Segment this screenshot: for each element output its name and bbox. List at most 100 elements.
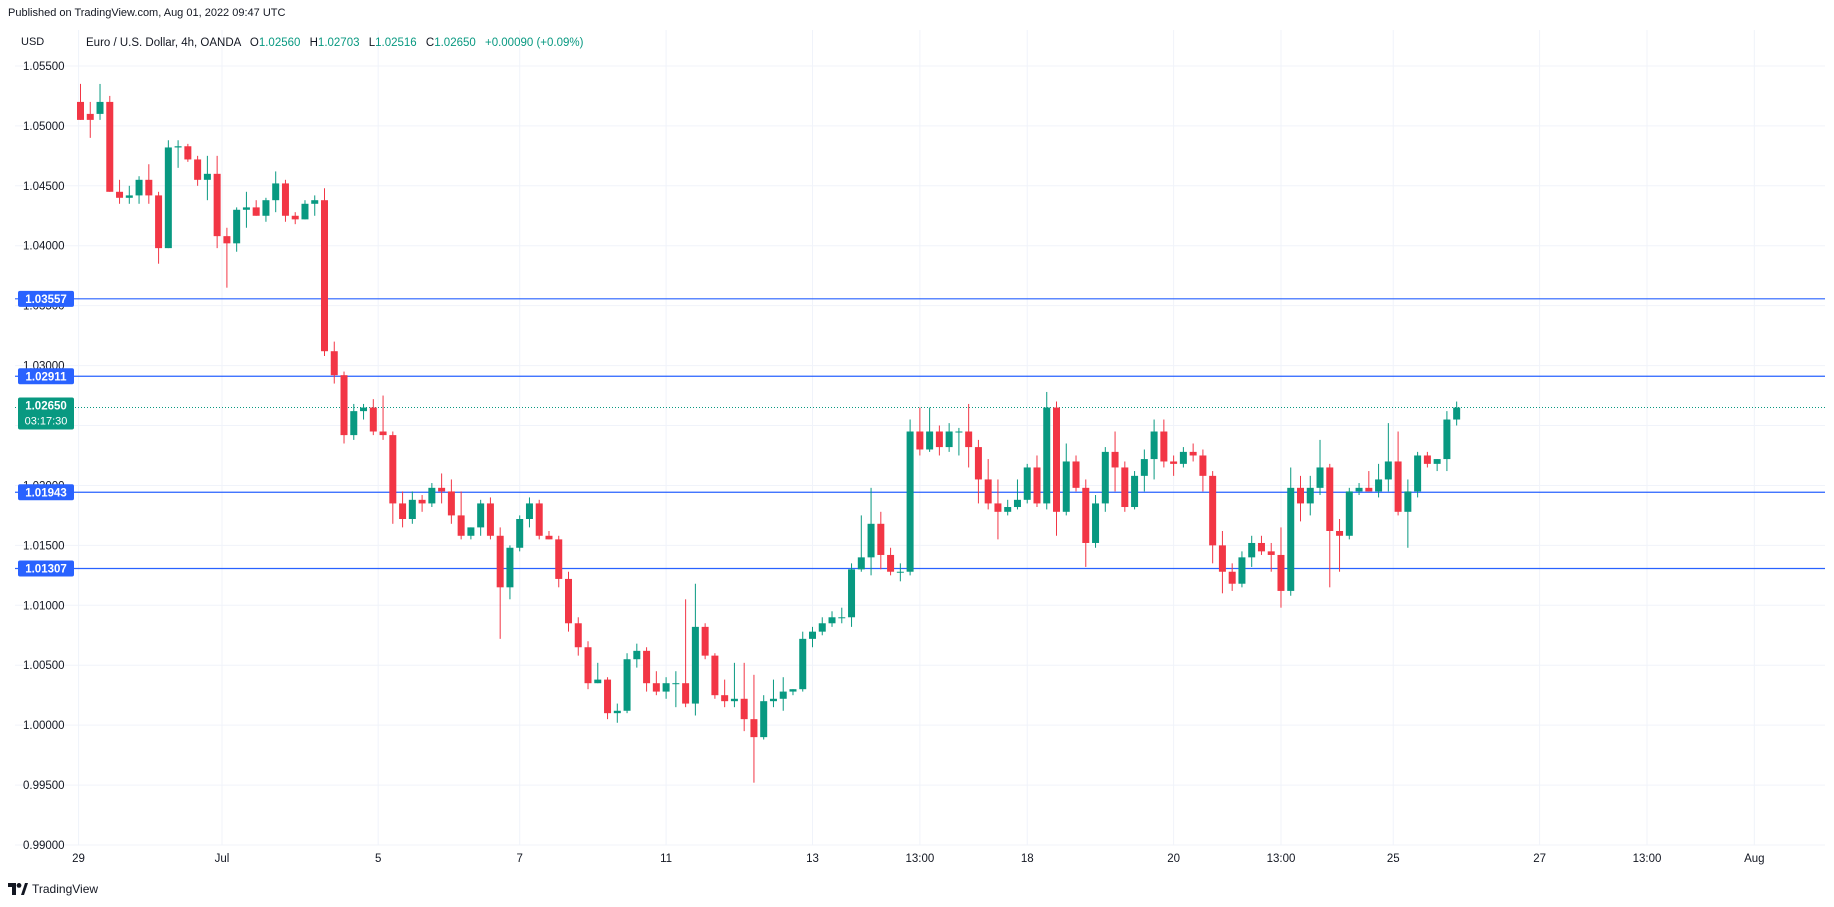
candle-body-72 <box>779 691 787 699</box>
candle-body-49 <box>555 539 563 579</box>
level-badge-bg-1 <box>18 368 74 385</box>
candle-body-50 <box>565 578 572 624</box>
x-tick-label-10: 25 <box>1387 853 1400 865</box>
candle-body-100 <box>1053 407 1060 512</box>
candle-body-121 <box>1257 542 1265 552</box>
candle-body-8 <box>155 195 163 249</box>
tradingview-logo-icon <box>8 883 28 895</box>
candle-body-81 <box>867 523 875 558</box>
candle-body-108 <box>1131 475 1139 508</box>
candle-body-66 <box>721 695 729 702</box>
currency-label: USD <box>21 36 44 48</box>
candle-body-17 <box>242 207 250 210</box>
candle-body-125 <box>1297 487 1304 504</box>
ohlc-low-value: 1.02516 <box>375 37 417 49</box>
candle-body-56 <box>623 659 631 711</box>
candle-body-129 <box>1336 530 1344 536</box>
candle-body-24 <box>311 200 319 204</box>
candle-body-63 <box>691 626 699 704</box>
ohlc-close-key: C <box>426 37 434 49</box>
candle-body-74 <box>799 638 807 690</box>
change-value: +0.00090 (+0.09%) <box>485 37 584 49</box>
candle-body-53 <box>594 679 602 684</box>
level-badge-label-2: 1.01943 <box>25 487 67 499</box>
candle-body-48 <box>545 535 553 540</box>
candle-body-33 <box>399 503 407 519</box>
candle-body-87 <box>926 431 934 450</box>
candle-body-77 <box>828 617 836 624</box>
candle-body-83 <box>887 554 895 572</box>
candle-body-85 <box>906 431 914 572</box>
candle-body-35 <box>418 499 426 504</box>
candle-body-21 <box>281 183 289 216</box>
candle-body-99 <box>1043 407 1051 504</box>
candle-body-54 <box>604 679 612 714</box>
published-caption: Published on TradingView.com, Aug 01, 20… <box>8 7 286 19</box>
y-tick-label-3: 1.04000 <box>23 241 65 253</box>
candle-body-9 <box>164 147 172 249</box>
y-tick-label-12: 0.99500 <box>23 780 65 792</box>
candle-body-30 <box>369 407 377 432</box>
ohlc-close-value: 1.02650 <box>434 37 476 49</box>
candle-body-45 <box>516 519 524 548</box>
candle-body-138 <box>1423 455 1431 464</box>
candle-body-103 <box>1082 487 1090 543</box>
candle-body-84 <box>896 571 904 573</box>
candle-body-68 <box>740 698 748 720</box>
candle-body-91 <box>965 431 973 448</box>
ohlc-high-value: 1.02703 <box>318 37 360 49</box>
candle-body-94 <box>994 503 1002 512</box>
candle-body-52 <box>584 647 592 684</box>
candle-body-62 <box>682 683 690 704</box>
horizontal-levels[interactable] <box>15 298 1825 570</box>
candle-body-61 <box>672 683 680 685</box>
candle-body-58 <box>643 650 651 684</box>
candle-body-92 <box>974 447 982 480</box>
candle-body-130 <box>1345 491 1353 536</box>
x-tick-label-7: 18 <box>1021 853 1034 865</box>
level-badge-label-3: 1.01307 <box>25 563 67 575</box>
level-badge-label-1: 1.02911 <box>26 371 68 383</box>
candle-body-60 <box>662 683 670 692</box>
candle-body-89 <box>945 431 953 448</box>
candle-body-127 <box>1316 467 1324 488</box>
candle-body-139 <box>1433 459 1441 464</box>
x-tick-label-8: 20 <box>1167 853 1180 865</box>
candle-body-37 <box>438 487 446 492</box>
candle-body-40 <box>467 527 475 536</box>
tradingview-logo[interactable]: TradingView <box>8 881 98 897</box>
ohlc-open-value: 1.02560 <box>259 37 301 49</box>
candle-body-128 <box>1326 467 1334 531</box>
candle-body-96 <box>1013 499 1021 508</box>
x-tick-label-1: Jul <box>215 853 230 865</box>
candle-body-32 <box>389 435 397 504</box>
candle-body-137 <box>1414 455 1422 492</box>
candle-body-67 <box>730 698 738 702</box>
time-axis[interactable]: 29Jul57111313:00182013:00252713:00Aug13:… <box>72 853 1834 865</box>
candle-body-133 <box>1375 479 1383 492</box>
candle-body-124 <box>1287 487 1295 591</box>
candle-body-28 <box>350 411 358 436</box>
candle-body-71 <box>769 698 777 702</box>
y-tick-label-8: 1.01500 <box>23 540 65 552</box>
candlesticks <box>77 83 1461 783</box>
candle-body-3 <box>106 101 114 192</box>
candle-body-5 <box>125 195 133 198</box>
price-axis[interactable]: 1.055001.050001.045001.040001.035001.030… <box>23 61 65 852</box>
candle-body-136 <box>1404 491 1412 512</box>
candle-body-114 <box>1189 451 1197 456</box>
bar-countdown-label: 03:17:30 <box>25 416 68 428</box>
ohlc-high-key: H <box>310 37 318 49</box>
candle-body-105 <box>1101 451 1109 504</box>
candle-body-78 <box>838 617 846 619</box>
current-price-badge-bg <box>18 397 74 430</box>
legend-row: Euro / U.S. Dollar, 4h, OANDA O1.02560 H… <box>86 37 584 49</box>
x-tick-label-5: 13 <box>806 853 819 865</box>
candle-body-73 <box>789 689 797 692</box>
candle-body-11 <box>184 146 192 160</box>
candle-body-102 <box>1072 461 1080 488</box>
x-tick-label-4: 11 <box>660 853 672 865</box>
candle-body-140 <box>1443 419 1451 460</box>
candle-body-1 <box>86 113 94 120</box>
